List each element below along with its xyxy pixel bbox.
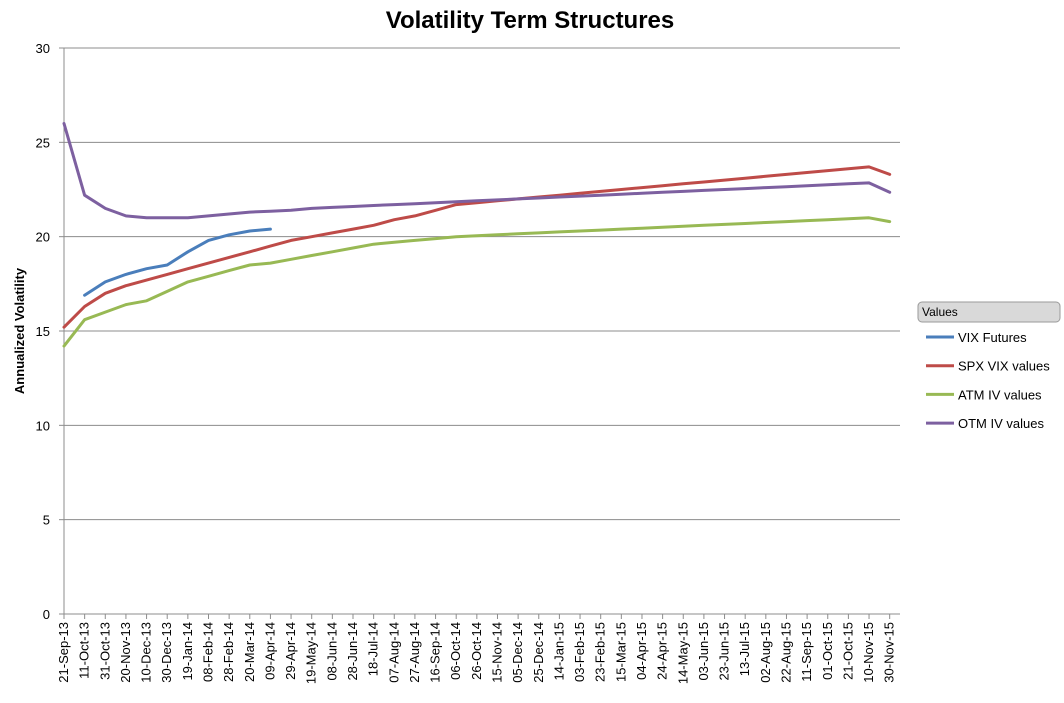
x-tick-label: 20-Nov-13 <box>118 622 133 683</box>
x-tick-label: 16-Sep-14 <box>428 622 443 683</box>
x-tick-label: 31-Oct-13 <box>97 622 112 680</box>
x-tick-label: 21-Sep-13 <box>56 622 71 683</box>
x-tick-label: 18-Jul-14 <box>366 622 381 676</box>
x-tick-label: 03-Feb-15 <box>572 622 587 682</box>
x-tick-label: 19-Jan-14 <box>180 622 195 681</box>
x-tick-label: 15-Mar-15 <box>613 622 628 682</box>
series-line-otm-iv-values <box>62 122 892 220</box>
legend: Values VIX Futures SPX VIX values ATM IV v… <box>917 301 1061 438</box>
x-tick-label: 01-Oct-15 <box>820 622 835 680</box>
x-tick-label: 23-Jun-15 <box>717 622 732 681</box>
x-tick-label: 26-Oct-14 <box>469 622 484 680</box>
y-tick-label: 0 <box>43 607 50 622</box>
y-tick-label: 30 <box>36 41 50 56</box>
legend-items: VIX Futures SPX VIX values ATM IV values OT… <box>926 330 1050 431</box>
legend-label-otm-iv-values: OTM IV values <box>958 416 1044 431</box>
legend-label-vix-futures: VIX Futures <box>958 330 1027 345</box>
x-tick-label: 11-Sep-15 <box>799 622 814 682</box>
y-tick-label: 25 <box>36 135 50 150</box>
x-tick-label: 10-Nov-15 <box>861 622 876 683</box>
y-axis-ticks: 0 5 10 15 20 25 30 <box>36 41 64 622</box>
x-tick-label: 19-May-14 <box>304 622 319 684</box>
x-tick-label: 28-Feb-14 <box>221 622 236 682</box>
y-tick-label: 15 <box>36 324 50 339</box>
chart-title: Volatility Term Structures <box>386 7 675 34</box>
x-tick-label: 05-Dec-14 <box>510 622 525 683</box>
x-tick-label: 28-Jun-14 <box>345 622 360 681</box>
x-tick-label: 21-Oct-15 <box>840 622 855 680</box>
y-tick-label: 5 <box>43 513 50 528</box>
legend-title: Values <box>922 305 958 319</box>
x-tick-label: 22-Aug-15 <box>778 622 793 683</box>
x-tick-label: 15-Nov-14 <box>489 622 504 683</box>
series-line-spx-vix-values <box>62 165 892 329</box>
x-tick-label: 10-Dec-13 <box>139 622 154 683</box>
x-tick-label: 30-Nov-15 <box>882 622 897 683</box>
x-axis-ticks: 21-Sep-13 11-Oct-13 31-Oct-13 20-Nov-13 10-D… <box>56 614 897 684</box>
y-tick-label: 10 <box>36 418 50 433</box>
x-tick-label: 23-Feb-15 <box>593 622 608 682</box>
x-tick-label: 06-Oct-14 <box>448 622 463 680</box>
x-tick-label: 13-Jul-15 <box>737 622 752 676</box>
x-tick-label: 29-Apr-14 <box>283 622 298 680</box>
x-tick-label: 02-Aug-15 <box>758 622 773 683</box>
series-line-vix-futures <box>83 227 272 297</box>
x-tick-label: 27-Aug-14 <box>407 622 422 683</box>
x-tick-label: 11-Oct-13 <box>77 622 92 679</box>
legend-label-atm-iv-values: ATM IV values <box>958 387 1042 402</box>
x-tick-label: 20-Mar-14 <box>242 622 257 682</box>
x-tick-label: 08-Jun-14 <box>324 622 339 681</box>
x-tick-label: 08-Feb-14 <box>200 622 215 682</box>
x-tick-label: 09-Apr-14 <box>262 622 277 680</box>
x-tick-label: 24-Apr-15 <box>655 622 670 680</box>
series-line-atm-iv-values <box>62 216 892 348</box>
legend-frame <box>917 301 1061 438</box>
x-tick-label: 14-Jan-15 <box>551 622 566 681</box>
x-tick-label: 30-Dec-13 <box>159 622 174 683</box>
x-tick-label: 04-Apr-15 <box>634 622 649 680</box>
gridlines <box>64 47 900 521</box>
x-tick-label: 25-Dec-14 <box>531 622 546 683</box>
legend-title-box <box>917 301 1061 323</box>
x-tick-label: 07-Aug-14 <box>386 622 401 683</box>
x-tick-label: 03-Jun-15 <box>696 622 711 681</box>
x-tick-label: 14-May-15 <box>675 622 690 684</box>
y-tick-label: 20 <box>36 230 50 245</box>
y-axis-title: Annualized Volatility <box>12 267 27 394</box>
series-lines <box>62 122 892 348</box>
legend-label-spx-vix-values: SPX VIX values <box>958 359 1050 374</box>
